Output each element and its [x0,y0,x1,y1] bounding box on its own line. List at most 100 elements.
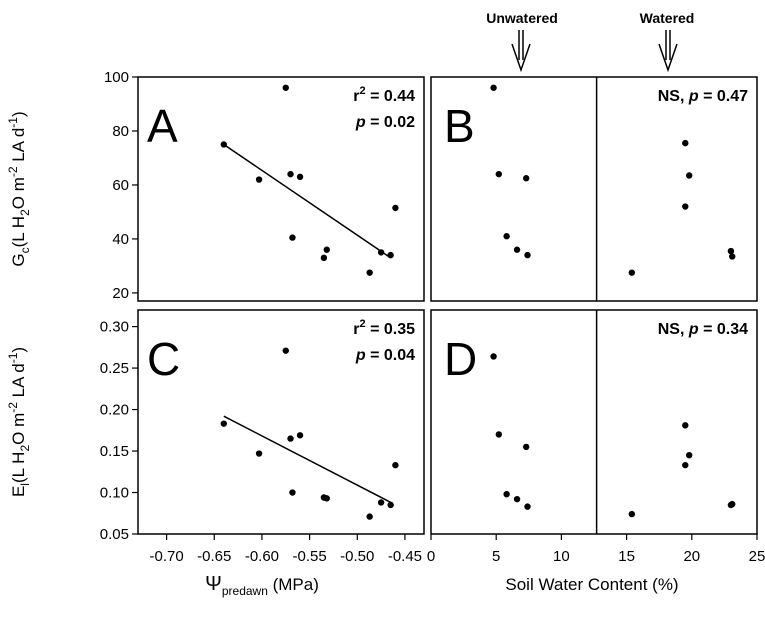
y-bottom-tick-label: 0.10 [100,485,129,502]
panel-c-point [289,489,296,496]
panel-c-letter: C [147,333,180,385]
panel-a-point [377,249,385,256]
panel-b-point [495,170,503,178]
panel-a-points [220,84,399,276]
y-top-tick-label: 80 [112,123,129,140]
x-right-tick-label: 15 [618,548,635,565]
x-right-tick-label: 20 [683,548,700,565]
unwatered-arrow-icon [511,30,531,73]
unwatered-label: Unwatered [486,10,558,26]
panel-c-frame [137,309,425,535]
panel-c-point [255,450,263,457]
panel-b-point [628,269,636,276]
panel-b-point [682,203,689,210]
panel-b-letter: B [444,100,475,152]
panel-c-points [220,347,399,520]
panel-d-point [685,451,693,459]
panel-a-frame [137,76,425,302]
y-axis-top-title: Gc(L H2O m-2 LA d-1) [6,111,32,266]
x-right-tick-label: 0 [427,548,435,565]
panel-c-point [366,513,373,520]
y-top-tick-label: 40 [112,231,129,248]
panel-d-point [490,353,497,360]
panel-c-point [377,499,385,506]
panel-a-point [220,141,227,148]
y-bottom-tick-label: 0.20 [100,402,129,419]
x-left-tick-label: -0.45 [388,548,422,565]
panel-a-point [392,204,399,212]
panel-c-point [392,461,399,469]
panel-c-regression-line [223,415,393,504]
panel-b-point [503,233,510,240]
panel-a-point [255,176,263,183]
panel-a-point [323,246,330,253]
panel-c-point [287,435,294,442]
panel-d-point [513,495,521,503]
panel-c-r2: r2 = 0.35 [353,318,415,338]
panel-b-points [490,84,736,276]
panel-d-frame [430,309,758,535]
panel-a-point [287,170,294,178]
x-left-tick-label: -0.70 [149,548,183,565]
x-left-tick-label: -0.55 [292,548,326,565]
panel-d-point [682,422,689,429]
panel-b-frame [430,76,758,302]
x-left-tick-label: -0.65 [197,548,231,565]
panel-b-point [524,251,531,259]
panel-c-point [387,501,394,509]
y-top-tick-label: 60 [112,177,129,194]
watered-arrow-icon [658,30,678,73]
panel-d-point [524,503,531,510]
panel-a-r2: r2 = 0.44 [353,85,415,105]
panel-c-point [220,420,227,427]
y-top-tick-label: 100 [104,69,129,86]
panel-b-point [682,139,689,147]
panel-b-point [513,246,521,253]
watered-label: Watered [640,10,695,26]
panel-d-letter: D [444,333,477,385]
y-bottom-tick-label: 0.05 [100,526,129,543]
panel-d-point [729,500,736,508]
panel-a-point [320,254,328,262]
x-right-tick-label: 10 [553,548,570,565]
panel-a-point [387,251,394,259]
panel-a-point [366,269,373,276]
panel-d-point [495,431,503,438]
panel-a-point [289,234,296,241]
y-bottom-tick-label: 0.30 [100,319,129,336]
x-axis-left-ticks: -0.70 -0.65 -0.60 -0.55 -0.50 -0.45 [149,534,422,565]
x-left-tick-label: -0.50 [340,548,374,565]
panel-d-points [490,353,736,518]
panel-a-point [282,84,289,91]
panel-d-point [503,490,510,498]
panel-b-stat: NS, p = 0.47 [658,88,748,105]
panel-b-point [727,247,735,255]
panel-a-regression-line [223,143,392,259]
x-axis-right-title: Soil Water Content (%) [505,575,678,594]
panel-b-point [729,253,736,260]
panel-d-point [682,461,689,469]
panel-d-point [522,443,530,451]
panel-a-point [296,173,304,181]
panel-c-point [282,347,289,354]
y-axis-bottom-title: El(L H2O m-2 LA d-1) [6,347,32,497]
y-bottom-tick-label: 0.25 [100,360,129,377]
panel-d-point [628,510,636,518]
y-axis-bottom-ticks: 0.05 0.10 0.15 0.20 0.25 0.30 [100,319,138,543]
panel-c-p-value: p = 0.04 [355,347,415,364]
panel-b-point [522,175,530,182]
y-top-tick-label: 20 [112,285,129,302]
panel-a-letter: A [147,100,178,152]
y-bottom-tick-label: 0.15 [100,443,129,460]
panel-a-p-value: p = 0.02 [355,114,415,131]
x-right-tick-label: 5 [492,548,500,565]
panel-b-point [685,172,693,179]
x-left-tick-label: -0.60 [245,548,279,565]
panel-c-point [296,432,304,439]
x-axis-right-ticks: 0 5 10 15 20 25 [427,534,765,565]
panel-c-point [323,495,330,502]
x-axis-left-title: Ψpredawn (MPa) [205,573,319,598]
panel-b-point [490,84,497,91]
y-axis-top-ticks: 20 40 60 80 100 [104,69,138,302]
